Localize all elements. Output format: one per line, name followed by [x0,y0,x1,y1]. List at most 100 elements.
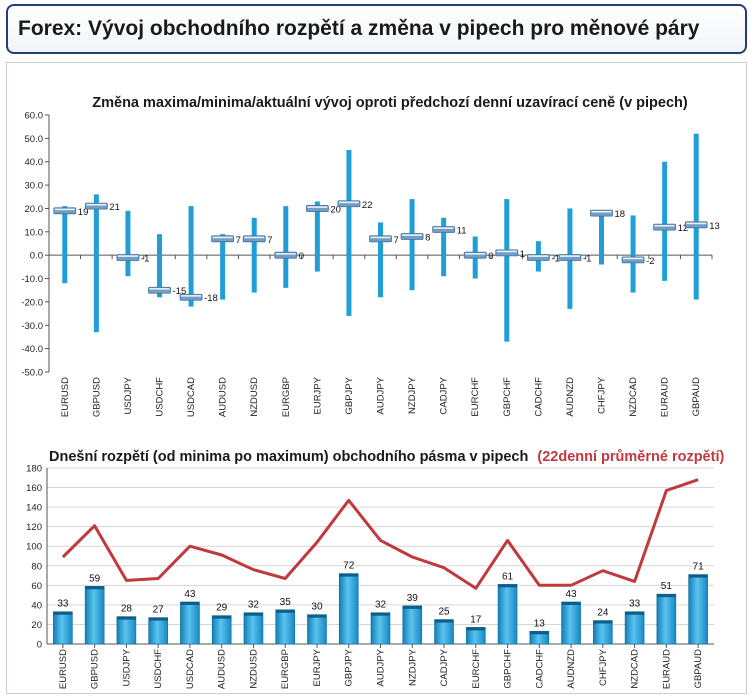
chart1-current-label: 0 [299,251,304,262]
chart1-y-tick-label: -40.0 [21,344,43,355]
chart2-range-bar [275,609,296,645]
chart2-average-line [61,478,699,590]
chart2-value-label: 17 [470,614,482,625]
chart2-value-label: 35 [280,597,292,608]
chart1-y-tick-label: -30.0 [21,321,43,332]
chart1-category-label: CADCHF [533,377,544,417]
chart1-current-label: 22 [362,200,373,211]
chart2-value-label: 61 [502,571,514,582]
chart2-range-bar [624,611,645,645]
chart1-current-label: -1 [141,254,149,265]
chart1-category-label: EURGBP [281,377,292,417]
chart2-bar-cap [561,601,581,605]
chart1-range-bar [441,217,447,277]
chart1-current-marker-highlight [117,255,138,257]
chart1-current-marker-highlight [370,236,391,239]
chart1-current-marker-highlight [465,252,486,255]
chart2-title-main: Dnešní rozpětí (od minima po maximum) ob… [49,449,528,465]
chart1-range-bar [630,215,636,293]
chart2-category-label: EURGBP [280,649,291,689]
chart1-category-label: EURJPY [312,376,323,414]
chart1-range-bar [662,161,668,281]
chart1-category-label: EURCHF [470,377,481,417]
charts-panel [6,62,747,694]
chart2-range-bar [434,619,454,645]
chart2-y-tick-label: 40 [31,600,42,611]
chart1-current-label: -1 [551,254,559,265]
chart1-current-label: 7 [394,235,399,246]
chart1-current-label: 11 [457,225,467,236]
chart1-current-marker-highlight [54,208,75,211]
chart1-current-marker-highlight [149,288,170,290]
chart1-current-label: 18 [615,209,626,220]
chart2-range-bar [243,612,264,645]
chart1-range-bar [157,234,162,298]
chart2-category-label: EURCHF [471,649,482,689]
chart2-range-bar [211,615,232,645]
chart2-bar-cap [243,612,263,616]
chart2-category-label: NZDJPY [407,648,418,686]
chart2-bar-cap [307,614,327,618]
chart1-current-label: 1 [520,249,525,260]
chart1-category-label: AUDUSD [218,377,229,417]
chart1-range-bar [693,133,699,300]
chart1-range-bar [125,210,131,277]
chart2-category-label: GBPAUD [693,649,704,689]
chart1-current-label: 19 [78,207,89,218]
chart2-category-label: CADCHF [534,649,545,689]
chart2-category-label: NZDUSD [248,649,259,689]
chart2-range-bar [148,617,168,645]
chart2-bar-cap [402,605,422,609]
chart2-bar-cap [275,609,295,613]
chart2-value-label: 43 [566,589,578,600]
chart2-category-label: AUDUSD [217,649,228,689]
chart1-range-bar [314,201,320,272]
chart1-y-tick-label: 30.0 [25,181,44,192]
chart2-value-label: 72 [343,561,355,572]
chart2-range-bar [338,573,359,645]
chart1-range-bar [93,194,99,333]
chart1-category-label: USDCAD [186,377,197,417]
chart1-category-label: USDCHF [155,377,166,417]
chart2-range-bar [656,593,677,645]
chart2-bar-cap [85,586,105,590]
chart2-category-label: EURJPY [312,648,323,686]
chart1-range-bar [220,234,226,300]
chart1-current-label: 7 [236,235,241,246]
chart2-bar-cap [593,620,613,624]
chart1-category-label: USDJPY [123,376,134,414]
chart1-current-label: 21 [109,202,120,213]
chart2-range-bar [84,586,105,645]
chart1-current-marker-highlight [275,252,296,255]
chart1-current-label: 7 [267,235,272,246]
chart2-range-bar [688,574,708,645]
chart1-range-bar [188,206,194,307]
chart2-bar-cap [498,584,518,588]
chart1-current-label: 12 [678,223,689,234]
chart2-category-label: USDCHF [153,649,164,689]
chart1-y-tick-label: -20.0 [21,297,43,308]
chart2-range-bar [561,601,581,645]
chart1-current-label: 0 [488,251,493,262]
chart1-current-label: -15 [173,286,187,297]
chart1-category-label: NZDJPY [407,376,418,414]
chart2-bar-cap [339,573,359,577]
chart2-bar-cap [656,594,676,598]
chart2-value-label: 71 [693,562,705,573]
chart1-range-bar [283,206,289,288]
chart1-category-label: NZDCAD [628,377,639,417]
chart2-bar-cap [625,611,645,615]
chart2-category-label: AUDNZD [566,649,577,689]
chart1-y-tick-label: 60.0 [25,111,44,122]
chart2-value-label: 29 [216,603,228,614]
chart1-category-label: GBPUSD [91,377,102,417]
chart1-range-bar [346,150,352,316]
chart1-y-tick-label: 0.0 [30,251,43,262]
chart1-y-tick-label: -10.0 [21,274,43,285]
chart1-current-marker-highlight [307,206,328,208]
chart1-category-label: CADJPY [439,376,450,414]
chart2-value-label: 13 [534,618,546,629]
chart1-current-marker-highlight [212,236,233,239]
chart2-category-label: GBPCHF [503,649,514,689]
chart1-category-label: GBPCHF [502,377,513,417]
